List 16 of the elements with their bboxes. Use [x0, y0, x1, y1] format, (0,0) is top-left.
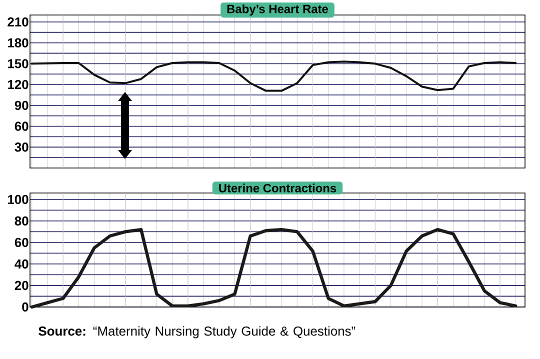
chart-title: Uterine Contractions: [219, 184, 336, 192]
y-tick-label: 20: [14, 280, 28, 290]
y-tick-label: 40: [14, 259, 28, 269]
chart-title: Baby’s Heart Rate: [227, 4, 328, 16]
y-tick-label: 210: [8, 17, 28, 27]
y-tick-label: 60: [14, 238, 28, 248]
y-tick-label: 30: [14, 142, 28, 152]
y-tick-label: 100: [8, 194, 28, 204]
y-tick-label: 90: [14, 100, 28, 110]
y-tick-label: 60: [14, 122, 28, 131]
y-tick-label: 150: [8, 59, 28, 68]
y-tick-label: 120: [8, 80, 28, 90]
y-tick-label: 0: [22, 302, 28, 312]
text: Source: “Maternity Nursing Study Guide & Questions”: [38, 326, 356, 338]
y-tick-label: 80: [14, 216, 28, 226]
y-tick-label: 180: [8, 38, 28, 48]
